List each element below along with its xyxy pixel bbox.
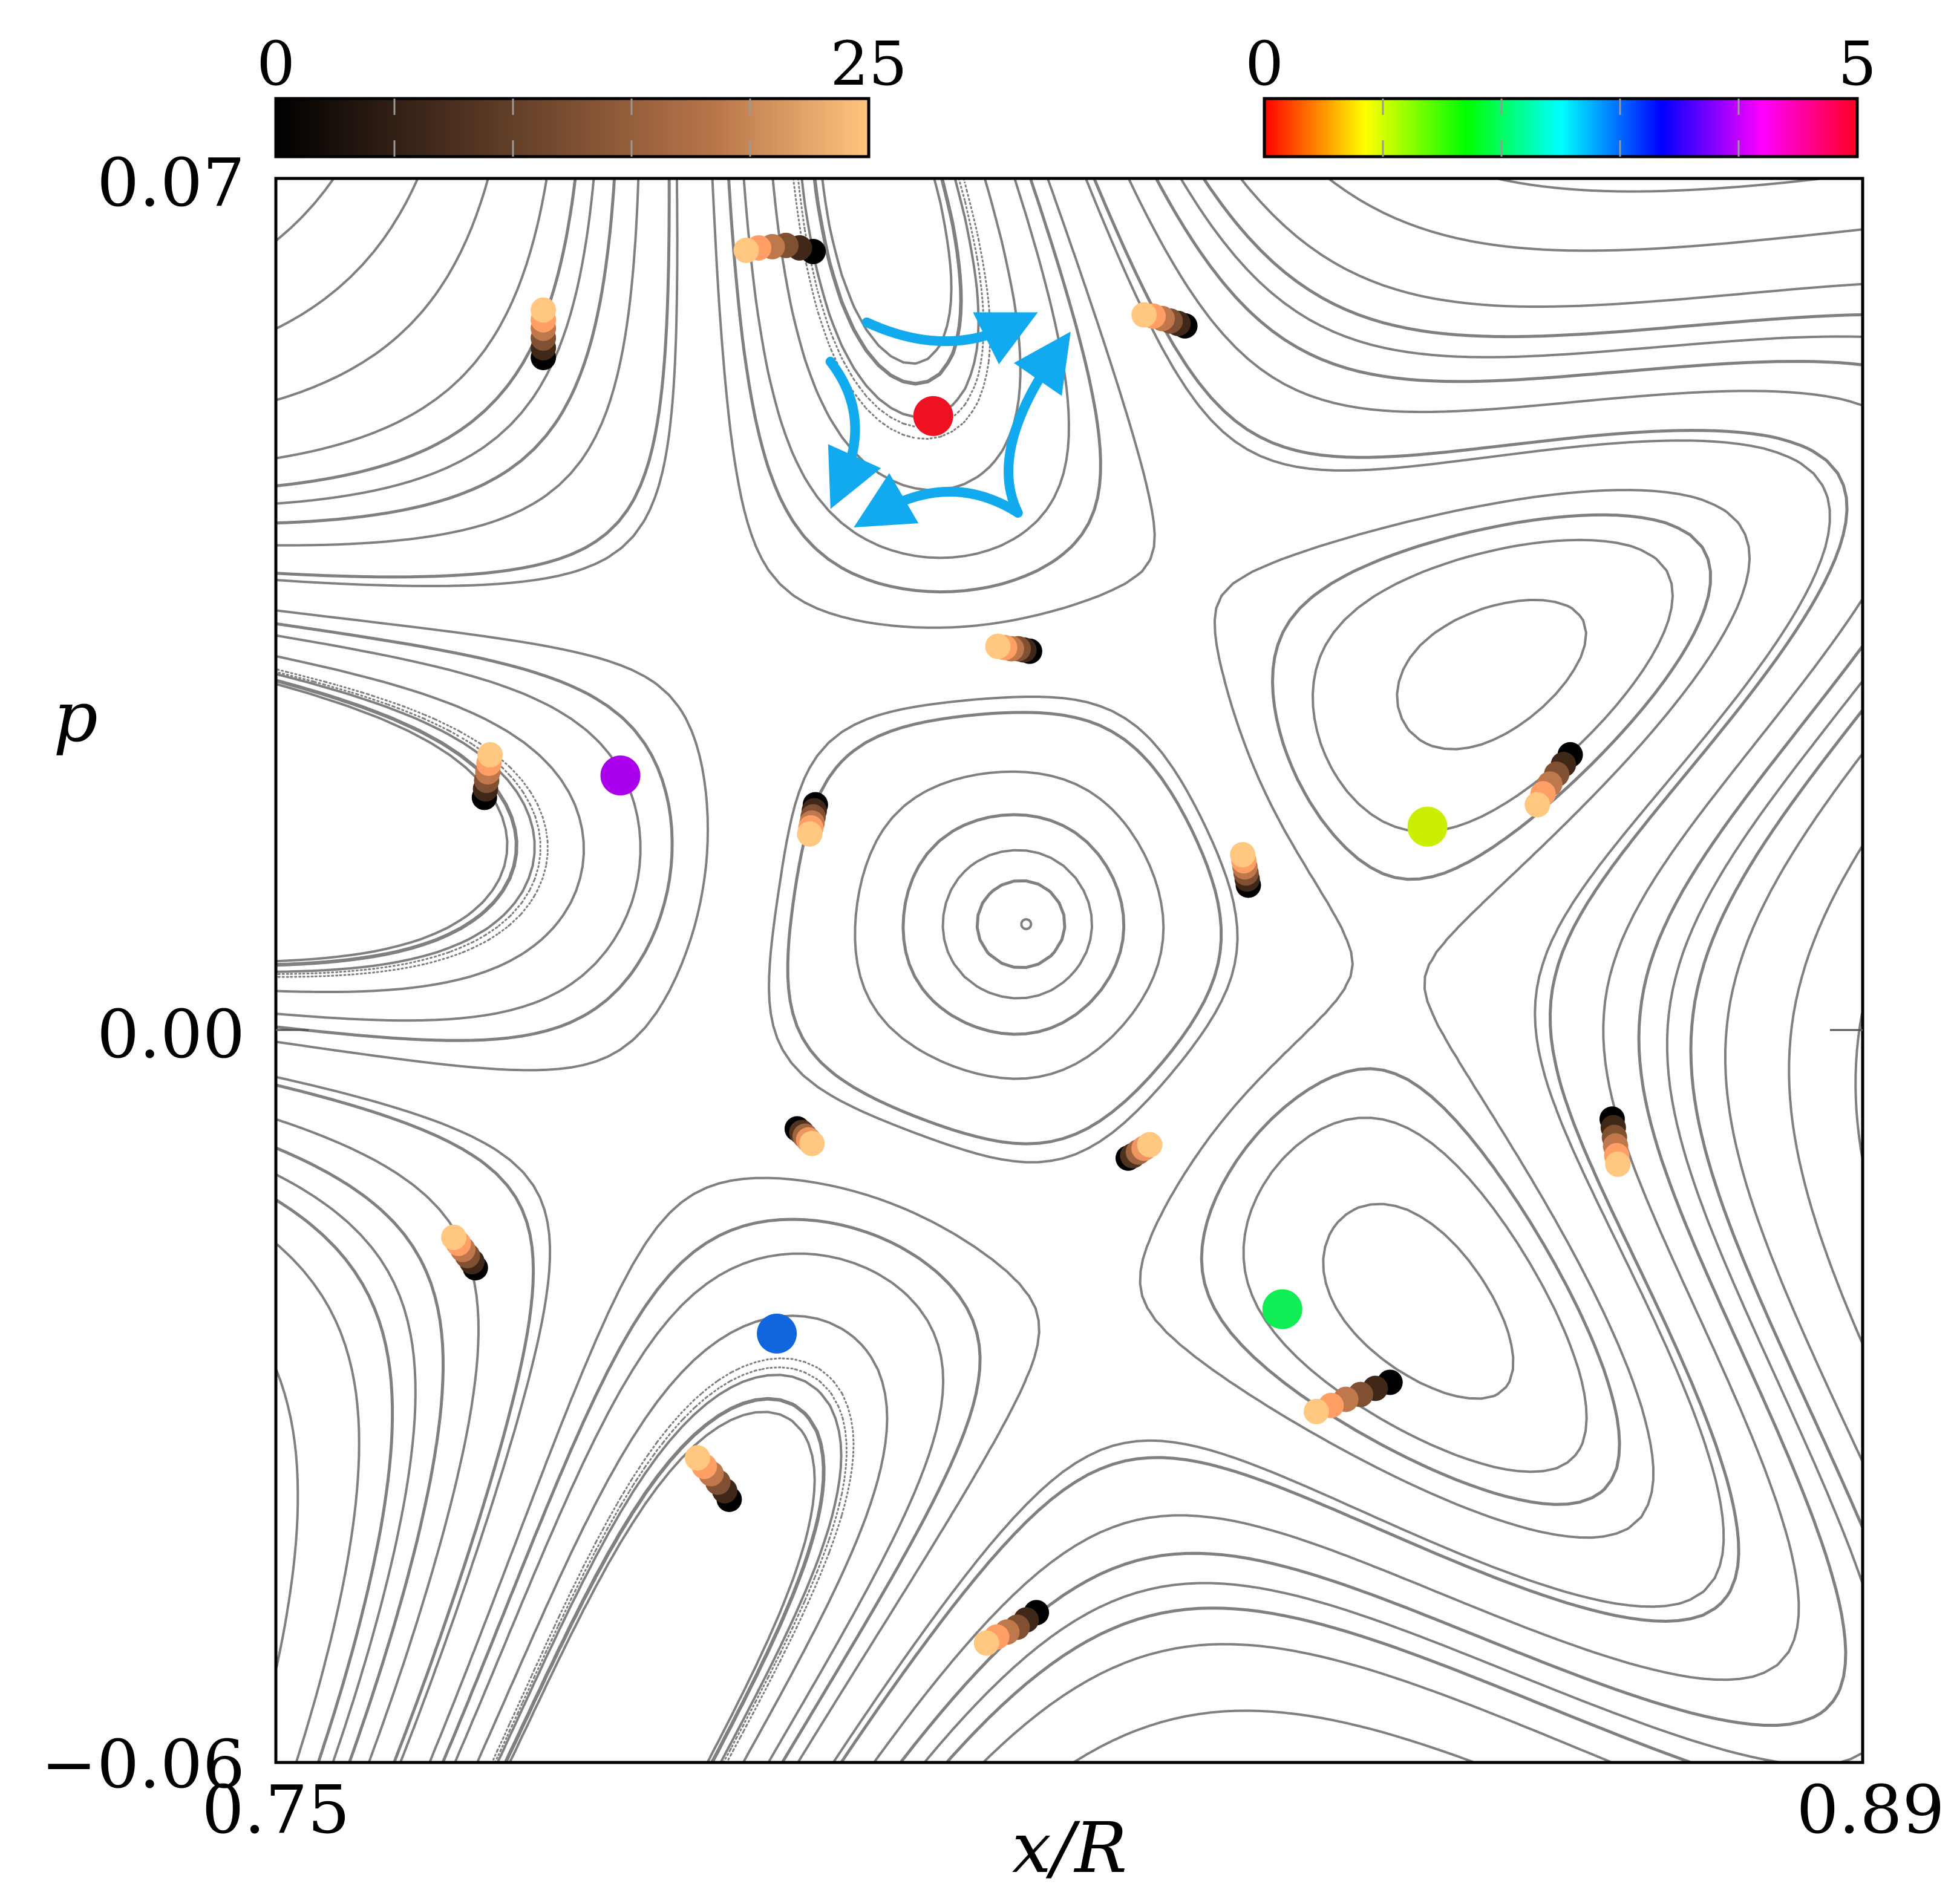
flow-arrows <box>825 312 1071 528</box>
flow-arrow-bottom <box>854 473 1023 528</box>
flux-surface-core <box>276 178 1863 1762</box>
flux-surface-outer <box>276 178 1863 1762</box>
flux-surface-outer <box>276 178 1831 1762</box>
colorbar-xpoint-gradient <box>1263 97 1859 158</box>
island-surface <box>276 178 963 1762</box>
flux-surface-outer <box>276 178 1863 1762</box>
track-point <box>477 742 503 768</box>
colorbar-time-max-label: 25 <box>830 28 907 99</box>
x-point-marker <box>1262 1289 1302 1329</box>
plot-border <box>274 177 1864 1764</box>
track-point <box>684 1445 710 1471</box>
flow-arrow-left <box>825 356 881 509</box>
flux-surface-dashed <box>276 178 1587 1762</box>
flux-surface-core <box>276 178 1863 1762</box>
track-point <box>1230 842 1256 868</box>
flow-arrow-right <box>1004 331 1071 518</box>
x-point-marker <box>757 1313 797 1354</box>
stochastic-layer <box>276 178 985 1762</box>
colorbar-xpoint: 0 5 <box>1245 28 1877 158</box>
track-point <box>1605 1151 1631 1177</box>
track-point <box>1524 792 1550 818</box>
track-point <box>973 1630 999 1656</box>
x-point-marker <box>1407 806 1448 847</box>
track-point <box>1137 1132 1163 1158</box>
track-point <box>1303 1398 1329 1424</box>
colorbar-xpoint-max-label: 5 <box>1838 28 1877 99</box>
track-point <box>799 1130 825 1156</box>
track-point <box>531 297 557 323</box>
flux-surface-core <box>276 178 1712 1762</box>
y-tick-label-zero: 0.00 <box>97 996 245 1073</box>
flux-surfaces <box>276 178 1863 1762</box>
x-points <box>600 396 1448 1354</box>
colorbar-time-min-label: 0 <box>257 28 295 99</box>
track-point <box>1131 302 1157 328</box>
x-axis-label: x/R <box>1012 1808 1127 1889</box>
x-point-marker <box>913 396 953 436</box>
flow-arrow-top <box>861 312 1038 365</box>
flux-surface-core <box>276 178 1849 1762</box>
track-point <box>441 1224 467 1250</box>
colorbar-time-gradient <box>274 97 871 158</box>
flux-surface-outer <box>276 178 1863 1762</box>
plot-area <box>274 177 1864 1764</box>
island-surface <box>276 178 953 1762</box>
x-tick-label-left: 0.75 <box>202 1771 350 1848</box>
particle-tracks <box>441 232 1631 1656</box>
colorbar-xpoint-min-label: 0 <box>1245 28 1284 99</box>
y-tick-label-bottom: −0.06 <box>41 1726 245 1803</box>
y-tick-label-top: 0.07 <box>97 144 245 221</box>
track-point <box>797 821 823 847</box>
colorbar-time: 0 25 <box>257 28 907 158</box>
o-point-marker <box>1020 918 1033 930</box>
x-tick-label-right: 0.89 <box>1797 1771 1945 1848</box>
track-point <box>985 633 1011 659</box>
y-axis-label: p <box>53 677 98 758</box>
x-point-marker <box>600 755 641 796</box>
flux-surface-outer <box>276 178 335 243</box>
flux-surface-outer <box>276 178 1751 1762</box>
track-point <box>733 237 759 263</box>
